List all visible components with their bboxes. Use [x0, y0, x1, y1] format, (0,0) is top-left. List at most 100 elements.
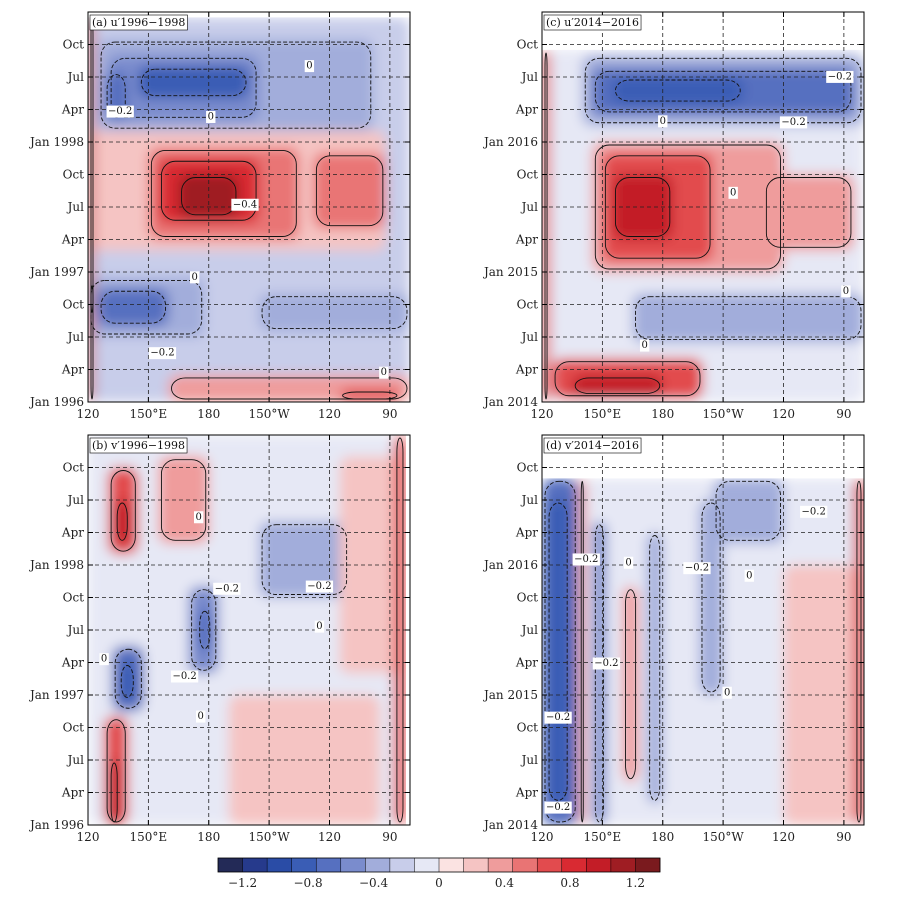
- panel-a-region-14: [339, 389, 400, 402]
- svg-text:−0.2: −0.2: [150, 348, 174, 359]
- svg-text:0: 0: [191, 272, 197, 283]
- panel-a-region-9: [313, 152, 386, 229]
- panel-a-contour-3: [140, 68, 247, 97]
- panel-d-contour-3: [594, 524, 604, 823]
- colorbar-swatch-10: [463, 858, 489, 872]
- panel-b-ytick-label: Jan 1998: [28, 558, 84, 572]
- panel-c-contour-label-3: 0: [728, 186, 738, 199]
- panel-a-xtick-label: 180: [197, 407, 220, 421]
- panel-d-xtick-label: 90: [836, 830, 851, 844]
- panel-c-contour-label-0: −0.2: [826, 70, 854, 83]
- colorbar-tick-label: 1.2: [626, 876, 645, 890]
- svg-text:−0.2: −0.2: [828, 71, 852, 82]
- panel-d-contour-label-1: −0.2: [572, 553, 600, 566]
- panel-d-ytick-label: Jul: [520, 623, 539, 637]
- colorbar-swatch-6: [365, 858, 391, 872]
- panel-b-region-9: [259, 521, 350, 598]
- panel-d-ytick-label: Jan 2016: [482, 558, 538, 572]
- panel-a-ytick-label: Oct: [63, 168, 85, 182]
- panel-c-xtick-label: 150°E: [584, 407, 622, 421]
- panel-c-ytick-label: Jul: [520, 330, 539, 344]
- panel-c-region-8: [632, 293, 864, 343]
- panel-b-contour-label-0: 0: [194, 511, 204, 524]
- panel-c-region-3: [612, 77, 744, 105]
- panel-d-xtick-label: 150°W: [703, 830, 745, 844]
- panel-d-region-3: [592, 521, 607, 825]
- panel-a-contour-14: [342, 391, 398, 400]
- panel-c: Jan 2014 Apr Jul Oct Jan 2015 Apr Jul Oct Jan 20…: [482, 11, 865, 421]
- panel-d-region-4: [646, 532, 663, 804]
- panel-a-contour-12: [261, 296, 408, 330]
- colorbar: −1.2 −0.8 −0.4 0 0.4 0.8 1.2: [217, 857, 661, 890]
- colorbar-swatch-5: [340, 858, 366, 872]
- panel-d-ytick-label: Apr: [515, 786, 538, 800]
- panel-c-field: [542, 49, 864, 403]
- panel-b-contour-7: [191, 589, 217, 671]
- svg-text:0: 0: [381, 367, 387, 378]
- panel-d-region-6: [713, 478, 784, 544]
- svg-text:0: 0: [101, 654, 107, 665]
- panel-a-contour-label-3: −0.4: [231, 198, 259, 211]
- colorbar-swatch-2: [267, 858, 292, 872]
- panel-b: Jan 1996 Apr Jul Oct Jan 1997 Apr Jul Oct Jan 19…: [28, 434, 411, 844]
- panel-b-ytick-label: Jan 1996: [28, 818, 84, 832]
- panel-d-xtick-label: 120: [531, 830, 554, 844]
- panel-b-contour-2: [116, 502, 128, 541]
- panel-c-ytick-label: Apr: [515, 233, 538, 247]
- svg-text:0: 0: [746, 570, 752, 581]
- panel-b-contour-3: [106, 719, 126, 823]
- svg-text:0: 0: [724, 687, 730, 698]
- svg-text:−0.2: −0.2: [781, 117, 805, 128]
- svg-text:(b) v′1996−1998: (b) v′1996−1998: [92, 439, 185, 452]
- svg-text:−0.2: −0.2: [172, 671, 196, 682]
- panel-d-xtick-label: 120: [772, 830, 795, 844]
- panel-d-contour-label-5: −0.2: [592, 657, 621, 670]
- panel-d-contour-10: [580, 480, 584, 823]
- svg-text:0: 0: [625, 557, 631, 568]
- svg-text:−0.2: −0.2: [108, 106, 132, 117]
- panel-a-contour-6: [150, 149, 297, 237]
- panel-d-contour-label-2: 0: [623, 556, 634, 569]
- panel-c-ytick-label: Oct: [517, 38, 539, 52]
- panel-d-contour-9: [856, 480, 862, 823]
- panel-d-ytick-label: Jul: [520, 753, 539, 767]
- colorbar-swatch-15: [586, 858, 612, 872]
- colorbar-swatch-3: [291, 858, 317, 872]
- svg-text:0: 0: [306, 61, 312, 72]
- panel-b-contour-label-6: 0: [196, 710, 206, 723]
- panel-b-contour-6: [120, 665, 134, 698]
- svg-text:(a) u′1996−1998: (a) u′1996−1998: [92, 16, 185, 29]
- colorbar-swatch-16: [610, 858, 636, 872]
- panel-b-contour-1: [110, 470, 136, 552]
- panel-c-contour-label-2: −0.2: [779, 116, 808, 129]
- panel-c-region-11: [542, 49, 551, 403]
- panel-a-contour-2: [110, 57, 257, 118]
- panel-b-contour-9: [261, 524, 348, 595]
- panel-a-region-12: [259, 293, 410, 332]
- panel-d-ytick-label: Apr: [515, 526, 538, 540]
- colorbar-swatch-17: [635, 858, 661, 872]
- panel-c-ytick-label: Jul: [520, 200, 539, 214]
- panel-d-contour-label-7: −0.2: [544, 711, 572, 724]
- colorbar-tick-label: −0.8: [293, 876, 322, 890]
- panel-b-contour-label-2: −0.2: [213, 582, 241, 595]
- panel-c-ytick-label: Jan 2014: [482, 395, 538, 409]
- panel-a-ytick-label: Apr: [61, 233, 84, 247]
- panel-a-contour-9: [315, 155, 384, 227]
- panel-d: Jan 2014 Apr Jul Oct Jan 2015 Apr Jul Oct Jan 20…: [482, 434, 865, 844]
- panel-a-xtick-label: 120: [318, 407, 341, 421]
- panel-c-ytick-label: Apr: [515, 103, 538, 117]
- panel-b-ytick-label: Oct: [63, 461, 85, 475]
- panel-d-contour-label-4: 0: [744, 569, 754, 582]
- panel-b-ytick-label: Oct: [63, 721, 85, 735]
- panel-d-contour-label-3: −0.2: [683, 562, 711, 575]
- svg-text:0: 0: [196, 512, 202, 523]
- panel-a-region-11: [98, 288, 169, 327]
- svg-text:−0.2: −0.2: [594, 658, 618, 669]
- panel-b-contour-label-5: −0.2: [170, 670, 199, 683]
- panel-a-ytick-label: Jul: [66, 200, 85, 214]
- panel-a-contour-label-5: −0.2: [148, 347, 177, 360]
- panel-c-ytick-label: Jul: [520, 70, 539, 84]
- panel-d-contour-label-6: 0: [722, 686, 732, 699]
- panel-b-contour-label-3: −0.2: [305, 580, 334, 593]
